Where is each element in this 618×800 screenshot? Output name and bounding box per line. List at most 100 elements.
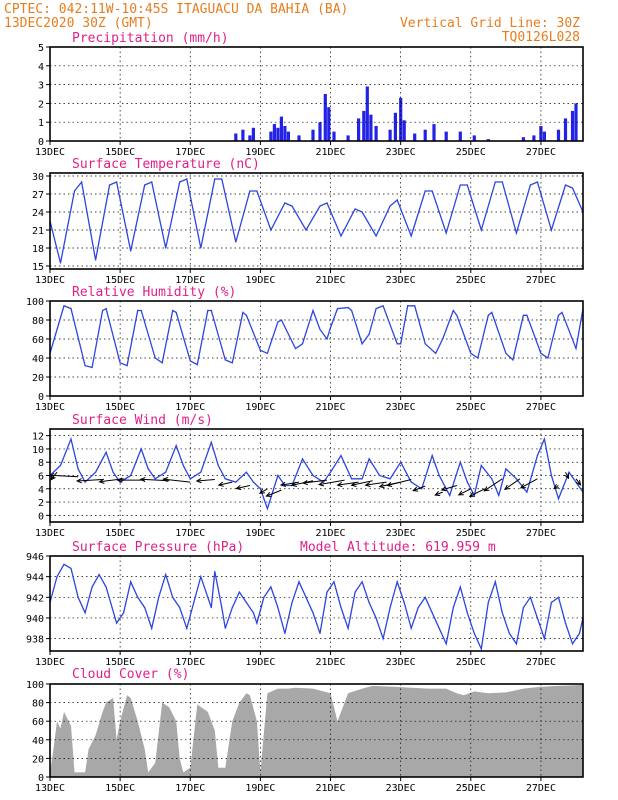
- pressure-point-37: [298, 581, 300, 583]
- pressure-point-44: [347, 627, 349, 629]
- wind-point-30: [312, 474, 314, 477]
- rh-point-7: [119, 362, 121, 364]
- temp-point-45: [571, 187, 574, 189]
- wind-point-19: [217, 464, 219, 467]
- temp-point-34: [445, 232, 447, 234]
- rh-point-8: [126, 365, 128, 367]
- cloud-xtick-label-0: 13DEC: [35, 783, 65, 794]
- pressure-xtick-label-3: 19DEC: [245, 657, 275, 668]
- pressure-point-16: [165, 574, 167, 576]
- cloud-ytick-label-0: 0: [38, 773, 44, 784]
- wind-title: Surface Wind (m/s): [72, 413, 213, 428]
- wind-arrow-shaft-17: [351, 480, 373, 486]
- pressure-point-60: [459, 586, 461, 588]
- cloud-xtick-label-4: 21DEC: [315, 783, 345, 794]
- precip-bar-25: [402, 120, 406, 141]
- pressure-point-25: [221, 607, 223, 609]
- wind-arrow-head-4: [116, 477, 123, 483]
- temp-point-41: [529, 184, 532, 186]
- pressure-point-28: [238, 591, 240, 593]
- pressure-point-30: [252, 612, 254, 614]
- temp-point-44: [564, 184, 567, 186]
- wind-point-50: [498, 494, 500, 496]
- rh-point-10: [140, 309, 142, 312]
- header-grid-note: Vertical Grid Line: 30Z: [400, 16, 580, 31]
- rh-point-1: [63, 305, 65, 307]
- rh-point-57: [526, 314, 528, 316]
- cloud-ytick-label-4: 80: [32, 699, 44, 710]
- wind-arrow-24: [457, 488, 472, 496]
- precip-xtick-label-1: 15DEC: [105, 147, 135, 158]
- wind-arrow-head-30: [564, 473, 570, 480]
- wind-point-35: [361, 478, 363, 480]
- humidity-title: Relative Humidity (%): [72, 285, 236, 300]
- wind-point-45: [459, 461, 461, 463]
- wind-point-20: [224, 478, 226, 480]
- temp-point-23: [319, 205, 321, 207]
- pressure-point-32: [263, 596, 265, 598]
- rh-point-56: [522, 314, 525, 316]
- wind-arrow-head-29: [553, 483, 559, 490]
- precip-xtick-label-0: 13DEC: [35, 147, 65, 158]
- rh-point-43: [407, 305, 409, 307]
- wind-arrow-shaft-24: [458, 488, 472, 496]
- wind-arrow-10: [258, 488, 268, 494]
- wind-arrow-15: [317, 479, 345, 487]
- wind-panel: Surface Wind (m/s) 13DEC 15DEC 17DEC 19DEC 2…: [32, 413, 584, 539]
- wind-arrow-head-11: [265, 492, 272, 497]
- pressure-point-20: [193, 601, 195, 604]
- wind-arrow-shaft-26: [484, 478, 503, 492]
- cloud-xtick-label-5: 23DEC: [386, 783, 416, 794]
- precip-bar-0: [234, 133, 238, 141]
- precip-bar-39: [570, 110, 575, 141]
- temp-xtick-label-4: 21DEC: [315, 275, 345, 286]
- pressure-xtick-label-2: 17DEC: [175, 657, 205, 668]
- temp-point-22: [305, 229, 307, 231]
- pressure-panel: Surface Pressure (hPa) Model Altitude: 6…: [26, 540, 584, 668]
- temp-xtick-label-6: 25DEC: [456, 275, 486, 286]
- temp-point-14: [214, 178, 216, 180]
- cloud-xtick-label-2: 17DEC: [175, 783, 205, 794]
- rh-point-17: [207, 309, 209, 312]
- pressure-point-41: [326, 591, 328, 593]
- wind-arrow-17: [350, 480, 373, 487]
- rh-point-62: [575, 347, 577, 350]
- wind-ytick-label-6: 12: [32, 432, 44, 443]
- rh-point-29: [312, 309, 314, 312]
- rh-line: [49, 304, 584, 369]
- pressure-point-5: [84, 612, 86, 614]
- rh-point-26: [280, 319, 282, 321]
- wind-frame: [49, 428, 584, 523]
- temp-point-42: [536, 181, 539, 183]
- wind-line: [49, 436, 584, 511]
- rh-point-9: [137, 309, 139, 312]
- temp-xtick-label-7: 27DEC: [526, 275, 556, 286]
- wind-point-51: [505, 468, 507, 470]
- pressure-point-14: [151, 627, 153, 629]
- wind-arrow-head-13: [290, 481, 298, 487]
- wind-point-18: [210, 441, 212, 443]
- temp-point-3: [81, 181, 83, 183]
- wind-arrow-head-25: [468, 491, 475, 497]
- temp-point-9: [151, 181, 153, 183]
- pressure-ytick-label-4: 946: [26, 552, 44, 563]
- wind-arrow-23: [440, 485, 457, 492]
- wind-arrow-14: [301, 479, 328, 486]
- wind-point-36: [368, 458, 370, 460]
- wind-arrow-shaft-7: [196, 479, 215, 482]
- temp-point-25: [340, 235, 342, 237]
- temp-point-36: [466, 184, 468, 186]
- wind-arrow-shaft-20: [387, 479, 412, 486]
- pressure-point-51: [396, 581, 398, 583]
- pressure-point-50: [389, 607, 391, 609]
- cloud-cover-panel: Cloud Cover (%) 13DEC 15DEC 17DEC 19DEC 21DE…: [26, 667, 584, 794]
- precip-bar-29: [444, 131, 448, 141]
- temp-xtick-label-2: 17DEC: [175, 275, 205, 286]
- pressure-point-42: [333, 581, 335, 583]
- wind-arrow-9: [235, 485, 251, 491]
- pressure-point-69: [522, 607, 525, 609]
- precip-frame: [49, 46, 584, 142]
- rh-ytick-label-2: 40: [32, 354, 44, 365]
- precip-bar-17: [357, 118, 361, 141]
- precip-bar-16: [346, 135, 350, 141]
